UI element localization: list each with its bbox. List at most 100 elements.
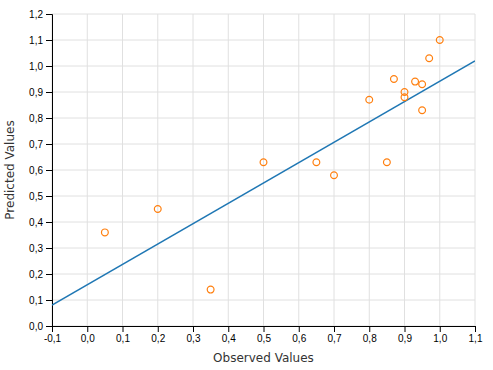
grid-line-y	[52, 92, 475, 93]
y-axis-tick: 0,2	[29, 269, 52, 280]
x-axis-tick-mark	[158, 326, 159, 332]
x-axis-tick-label: 0,6	[292, 333, 306, 344]
y-axis-tick-label: 1,0	[29, 61, 43, 72]
y-axis-line	[46, 15, 53, 327]
y-axis-tick-mark	[46, 14, 52, 15]
y-axis-tick-mark	[46, 274, 52, 275]
grid-line-y	[52, 14, 475, 15]
x-axis-tick-label: 0,1	[116, 333, 130, 344]
y-axis-tick: 1,0	[29, 61, 52, 72]
y-axis-tick-label: 0,7	[29, 139, 43, 150]
y-axis-tick: 0,8	[29, 113, 52, 124]
chart: -0,10,00,10,20,30,40,50,60,70,80,91,01,1…	[0, 0, 493, 370]
y-axis-title: Predicted Values	[3, 120, 17, 219]
scatter-point	[436, 37, 443, 44]
scatter-point	[331, 172, 338, 179]
y-axis-tick-mark	[46, 66, 52, 67]
x-axis-tick-mark	[440, 326, 441, 332]
x-axis-tick: 0,7	[328, 326, 342, 344]
grid-line-y	[52, 118, 475, 119]
y-axis-tick-mark	[46, 326, 52, 327]
grid	[52, 14, 475, 326]
x-axis-tick: 0,2	[151, 326, 165, 344]
fit-line	[52, 61, 475, 305]
scatter-point	[391, 76, 398, 83]
y-axis-tick-mark	[46, 144, 52, 145]
y-axis-tick-label: 0,5	[29, 191, 43, 202]
x-axis-tick-label: -0,1	[44, 333, 62, 344]
y-axis-tick-label: 0,4	[29, 217, 43, 228]
x-axis-tick-mark	[123, 326, 124, 332]
y-axis-tick: 0,6	[29, 165, 52, 176]
grid-line-y	[52, 222, 475, 223]
scatter-point	[401, 94, 408, 101]
x-axis-tick-label: 0,3	[187, 333, 201, 344]
plot: -0,10,00,10,20,30,40,50,60,70,80,91,01,1…	[29, 9, 483, 344]
x-axis-tick-label: 0,0	[81, 333, 95, 344]
x-axis-tick: 0,8	[363, 326, 377, 344]
grid-line-y	[52, 144, 475, 145]
scatter-point	[383, 159, 390, 166]
grid-line-y	[52, 40, 475, 41]
y-axis-tick: 0,0	[29, 321, 52, 332]
y-axis-tick: 0,9	[29, 87, 52, 98]
x-axis-tick-label: 0,4	[222, 333, 236, 344]
scatter-point	[419, 107, 426, 114]
y-axis-tick-label: 1,2	[29, 9, 43, 20]
x-axis-tick: 1,0	[433, 326, 447, 344]
y-axis-tick: 0,7	[29, 139, 52, 150]
x-axis-tick-mark	[334, 326, 335, 332]
x-axis-tick-label: 1,0	[433, 333, 447, 344]
x-axis-tick-mark	[405, 326, 406, 332]
y-axis-tick: 1,2	[29, 9, 52, 20]
x-axis-tick-mark	[475, 326, 476, 332]
x-axis-tick-label: 0,9	[398, 333, 412, 344]
scatter-point	[412, 78, 419, 85]
grid-line-y	[52, 300, 475, 301]
grid-line-y	[52, 248, 475, 249]
x-axis-tick-mark	[228, 326, 229, 332]
x-axis-tick-mark	[193, 326, 194, 332]
y-axis: 0,0 0,1 0,2 0,3 0,4 0,5 0,6 0,7 0,8 0,9 1,0 1,1 1,2	[29, 9, 52, 332]
y-axis-tick: 0,5	[29, 191, 52, 202]
y-axis-tick-mark	[46, 118, 52, 119]
x-axis-tick-label: 0,2	[151, 333, 165, 344]
scatter-point	[207, 286, 214, 293]
scatter-point	[101, 229, 108, 236]
y-axis-tick-mark	[46, 170, 52, 171]
y-axis-tick-label: 0,0	[29, 321, 43, 332]
x-axis-tick-label: 0,5	[257, 333, 271, 344]
y-axis-tick-mark	[46, 300, 52, 301]
y-axis-tick-label: 1,1	[29, 35, 43, 46]
y-axis-tick-mark	[46, 92, 52, 93]
y-axis-tick-label: 0,8	[29, 113, 43, 124]
scatter-point	[426, 55, 433, 62]
y-axis-tick: 0,1	[29, 295, 52, 306]
x-axis-tick: 0,6	[292, 326, 306, 344]
x-axis-tick: 0,1	[116, 326, 130, 344]
x-axis-tick-mark	[87, 326, 88, 332]
x-axis-tick: 0,0	[81, 326, 95, 344]
x-axis: -0,1 0,0 0,1 0,2 0,3 0,4 0,5 0,6 0,7 0,8 0,9 1,0 1,1	[44, 326, 483, 344]
scatter-point	[313, 159, 320, 166]
x-axis-tick-mark	[264, 326, 265, 332]
y-axis-tick-mark	[46, 196, 52, 197]
x-axis-tick: 0,5	[257, 326, 271, 344]
x-axis-tick: -0,1	[44, 326, 62, 344]
y-axis-tick-mark	[46, 248, 52, 249]
y-axis-tick-label: 0,1	[29, 295, 43, 306]
x-axis-tick-label: 1,1	[469, 333, 483, 344]
x-axis-tick: 0,4	[222, 326, 236, 344]
x-axis-tick: 1,1	[469, 326, 483, 344]
scatter-point	[366, 96, 373, 103]
scatter-point	[154, 206, 161, 213]
grid-line-y	[52, 170, 475, 171]
marks	[52, 37, 475, 306]
x-axis-tick-mark	[299, 326, 300, 332]
y-axis-tick: 0,3	[29, 243, 52, 254]
y-axis-tick: 1,1	[29, 35, 52, 46]
x-axis-tick: 0,9	[398, 326, 412, 344]
y-axis-tick-mark	[46, 40, 52, 41]
y-axis-tick-label: 0,9	[29, 87, 43, 98]
y-axis-tick-mark	[46, 222, 52, 223]
